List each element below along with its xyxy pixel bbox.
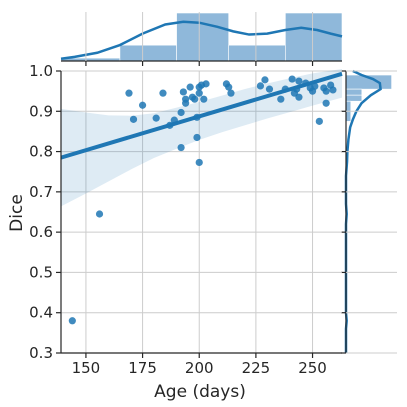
y-axis-label: Dice <box>7 194 27 232</box>
axes <box>56 70 342 358</box>
data-point <box>315 117 323 125</box>
data-point <box>322 99 330 107</box>
data-point <box>225 83 233 91</box>
data-point <box>159 89 167 97</box>
x-axis-label: Age (days) <box>154 382 246 402</box>
data-point <box>329 86 337 94</box>
data-point <box>277 95 285 103</box>
data-point <box>202 80 210 88</box>
y-tick-label: 0.3 <box>29 344 53 362</box>
data-point <box>302 79 310 87</box>
data-point <box>170 116 178 124</box>
tick-labels: 150 175 200 225 250 0.3 0.4 0.5 0.6 0.7 0.8 0.9 1.0 <box>29 62 327 377</box>
data-point <box>95 210 104 218</box>
data-point <box>195 158 203 167</box>
data-point <box>68 317 76 325</box>
data-point <box>265 85 274 93</box>
marginal-y-bar <box>345 94 363 102</box>
data-point <box>179 88 187 96</box>
data-point <box>193 113 201 121</box>
y-tick-label: 0.8 <box>29 143 53 161</box>
confidence-band <box>61 69 342 207</box>
data-point <box>193 133 201 142</box>
data-point <box>293 85 301 93</box>
data-point <box>152 114 160 122</box>
data-point <box>186 83 194 91</box>
data-point <box>281 85 289 93</box>
scatter-points <box>68 75 337 325</box>
y-tick-label: 1.0 <box>29 62 53 80</box>
data-point <box>125 89 133 97</box>
data-point <box>322 87 330 95</box>
x-tick-label: 225 <box>242 359 271 377</box>
data-point <box>177 108 185 117</box>
y-tick-label: 0.4 <box>29 304 53 322</box>
marginal-x-bar <box>119 44 177 62</box>
marginal-x-plot <box>60 12 343 66</box>
confidence-band-layer <box>61 69 342 207</box>
data-point <box>138 101 147 109</box>
data-point <box>191 95 199 103</box>
y-tick-label: 0.7 <box>29 183 53 201</box>
data-point <box>227 89 235 97</box>
data-point <box>261 76 269 84</box>
y-tick-label: 0.5 <box>29 263 53 281</box>
y-tick-label: 0.6 <box>29 223 53 241</box>
data-point <box>200 95 208 103</box>
data-point <box>195 89 203 97</box>
y-tick-label: 0.9 <box>29 102 53 120</box>
data-point <box>288 75 296 83</box>
marginal-x-bar <box>176 12 229 62</box>
marginal-y-bar <box>345 88 363 96</box>
marginal-x-bar <box>285 12 343 62</box>
marginal-x-bar <box>228 44 286 62</box>
marginal-y-plot <box>341 69 392 354</box>
data-point <box>311 82 319 90</box>
x-tick-label: 200 <box>185 359 214 377</box>
data-point <box>129 115 138 123</box>
data-point <box>177 143 185 152</box>
x-tick-label: 175 <box>128 359 157 377</box>
data-point <box>256 82 265 90</box>
data-point <box>295 77 303 85</box>
data-point <box>182 99 190 107</box>
marginal-x-kde <box>60 20 343 60</box>
x-tick-label: 150 <box>72 359 101 377</box>
x-tick-label: 250 <box>298 359 327 377</box>
data-point <box>166 121 174 129</box>
data-point <box>295 93 303 101</box>
